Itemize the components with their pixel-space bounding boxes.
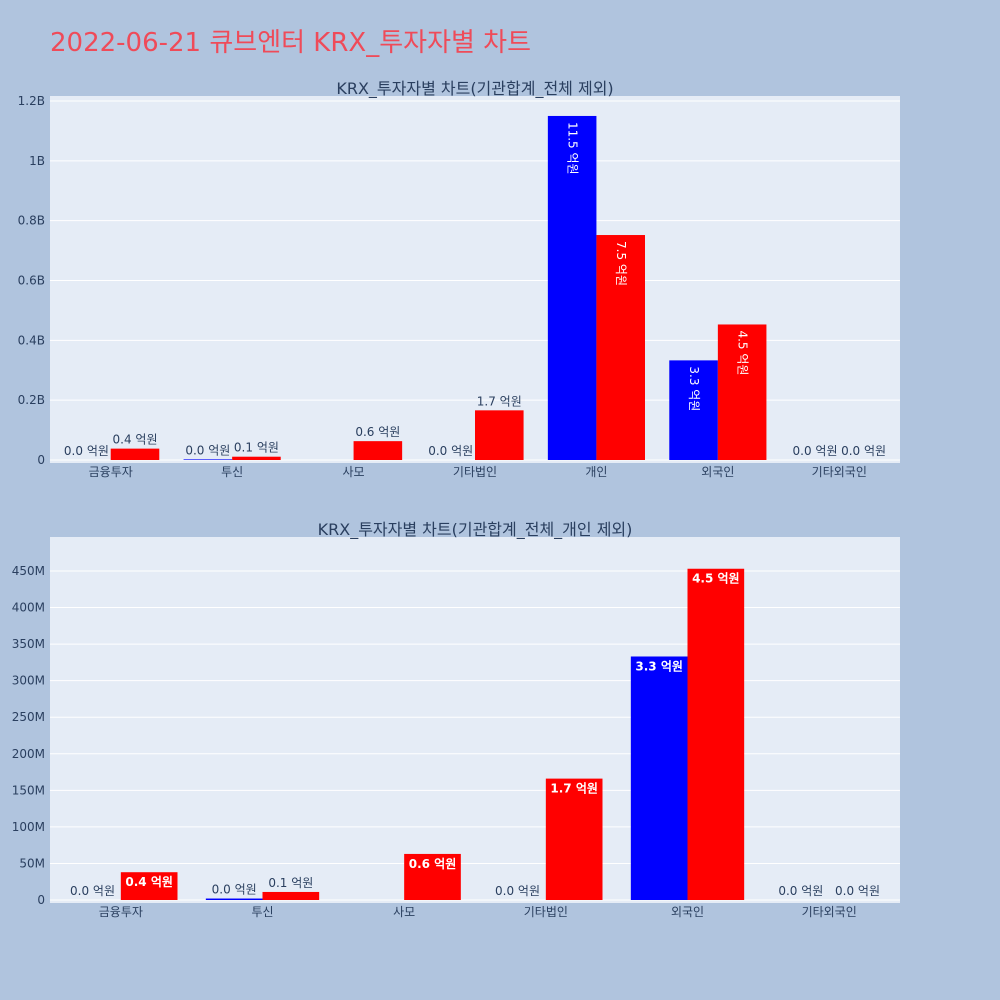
bar-series2-1	[110, 448, 160, 460]
x-tick-label-2: 기타외국인	[802, 905, 857, 919]
y-tick-label-2: 150M	[12, 783, 45, 797]
x-tick-label-2: 외국인	[671, 905, 704, 919]
x-tick-label-1: 외국인	[701, 465, 734, 479]
y-tick-label-2: 450M	[12, 564, 45, 578]
data-label-1: 0.0 억원	[428, 444, 473, 458]
data-label-1: 0.0 억원	[793, 444, 838, 458]
data-label-1: 0.4 억원	[113, 433, 158, 447]
data-label-2: 0.6 억원	[409, 857, 457, 871]
plot-area-2	[50, 537, 900, 903]
page-title: 2022-06-21 큐브엔터 KRX_투자자별 차트	[50, 28, 532, 58]
y-tick-label-1: 1B	[29, 154, 45, 168]
y-tick-label-2: 100M	[12, 820, 45, 834]
y-tick-label-2: 300M	[12, 674, 45, 688]
y-tick-label-1: 0.2B	[18, 393, 45, 407]
data-label-1: 11.5 억원	[566, 122, 580, 175]
data-label-2: 0.1 억원	[268, 876, 313, 890]
data-label-2: 0.0 억원	[495, 884, 540, 898]
y-tick-label-2: 250M	[12, 710, 45, 724]
bar-series2-2	[687, 568, 745, 900]
x-tick-label-1: 기타외국인	[812, 465, 867, 479]
bar-series1-2	[205, 898, 263, 900]
bar-series1-1	[547, 115, 597, 460]
data-label-2: 0.0 억원	[70, 884, 115, 898]
data-label-2: 0.0 억원	[835, 884, 880, 898]
bar-series2-2	[545, 778, 603, 900]
x-tick-label-2: 투신	[251, 905, 273, 919]
plot-area-1	[50, 96, 900, 463]
y-tick-label-2: 50M	[19, 856, 45, 870]
y-tick-label-2: 0	[37, 893, 45, 907]
x-tick-label-2: 금융투자	[99, 905, 143, 919]
data-label-2: 1.7 억원	[550, 782, 598, 796]
x-tick-label-1: 투신	[221, 465, 243, 479]
bar-series2-1	[596, 235, 645, 460]
y-tick-label-2: 200M	[12, 747, 45, 761]
bar-series2-1	[232, 456, 281, 460]
data-label-2: 0.0 억원	[778, 884, 823, 898]
data-label-1: 0.0 억원	[185, 443, 230, 457]
x-tick-label-2: 기타법인	[524, 905, 568, 919]
data-label-2: 0.4 억원	[125, 875, 173, 889]
data-label-1: 7.5 억원	[614, 241, 628, 286]
y-tick-label-1: 0	[37, 453, 45, 467]
bar-series2-1	[717, 324, 767, 460]
data-label-1: 0.0 억원	[64, 444, 109, 458]
data-label-2: 3.3 억원	[635, 659, 683, 673]
x-tick-label-1: 금융투자	[89, 465, 133, 479]
bar-series2-2	[120, 872, 178, 900]
x-tick-label-1: 사모	[343, 465, 365, 479]
bar-series2-2	[262, 891, 320, 900]
data-label-1: 1.7 억원	[477, 394, 522, 408]
y-tick-label-2: 350M	[12, 637, 45, 651]
bar-series1-1	[183, 459, 233, 460]
bar-series2-2	[404, 853, 461, 900]
x-tick-label-1: 개인	[585, 465, 607, 479]
data-label-1: 4.5 억원	[736, 330, 750, 375]
data-label-1: 0.1 억원	[234, 441, 279, 455]
x-tick-label-2: 사모	[393, 905, 415, 919]
data-label-1: 0.0 억원	[841, 444, 886, 458]
y-tick-label-1: 0.4B	[18, 333, 45, 347]
y-tick-label-1: 0.8B	[18, 214, 45, 228]
y-tick-label-1: 0.6B	[18, 274, 45, 288]
bar-series1-1	[669, 360, 718, 460]
data-label-2: 4.5 억원	[692, 572, 740, 586]
chart-title-1: KRX_투자자별 차트(기관합계_전체 제외)	[336, 79, 613, 99]
chart-title-2: KRX_투자자별 차트(기관합계_전체_개인 제외)	[318, 520, 633, 540]
data-label-1: 3.3 억원	[687, 366, 701, 411]
bar-series2-1	[353, 441, 403, 460]
y-tick-label-2: 400M	[12, 601, 45, 615]
bar-series2-1	[475, 410, 524, 460]
y-tick-label-1: 1.2B	[18, 94, 45, 108]
data-label-1: 0.6 억원	[355, 425, 400, 439]
bar-series1-2	[630, 656, 688, 900]
x-tick-label-1: 기타법인	[453, 465, 497, 479]
data-label-2: 0.0 억원	[212, 883, 257, 897]
